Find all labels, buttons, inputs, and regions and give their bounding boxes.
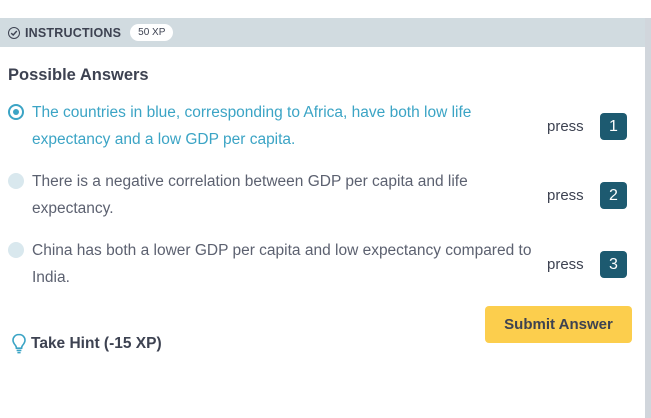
answer-text: The countries in blue, corresponding to …: [32, 104, 472, 148]
answer-text: China has both a lower GDP per capita an…: [32, 242, 532, 286]
possible-answers-title: Possible Answers: [8, 66, 149, 84]
answer-option-3[interactable]: China has both a lower GDP per capita an…: [8, 237, 628, 294]
instructions-title: INSTRUCTIONS: [25, 25, 122, 40]
keyboard-key: 2: [600, 182, 627, 209]
keyboard-key: 3: [600, 251, 627, 278]
answer-option-2[interactable]: There is a negative correlation between …: [8, 168, 628, 225]
press-label: press: [547, 187, 584, 204]
radio-button[interactable]: [8, 104, 24, 120]
instructions-header[interactable]: INSTRUCTIONS 50 XP: [0, 18, 645, 47]
answer-text: There is a negative correlation between …: [32, 173, 468, 217]
radio-button[interactable]: [8, 242, 24, 258]
submit-answer-button[interactable]: Submit Answer: [485, 306, 632, 343]
take-hint-link[interactable]: Take Hint (-15 XP): [11, 333, 162, 355]
answer-option-1[interactable]: The countries in blue, corresponding to …: [8, 99, 628, 156]
take-hint-label: Take Hint (-15 XP): [31, 335, 162, 352]
radio-button[interactable]: [8, 173, 24, 189]
lightbulb-icon: [11, 333, 27, 355]
top-strip: [0, 0, 651, 18]
press-label: press: [547, 118, 584, 135]
check-circle-icon: [8, 26, 20, 39]
xp-badge: 50 XP: [130, 24, 174, 41]
press-label: press: [547, 256, 584, 273]
scrollbar[interactable]: [645, 18, 651, 418]
keyboard-key: 1: [600, 113, 627, 140]
